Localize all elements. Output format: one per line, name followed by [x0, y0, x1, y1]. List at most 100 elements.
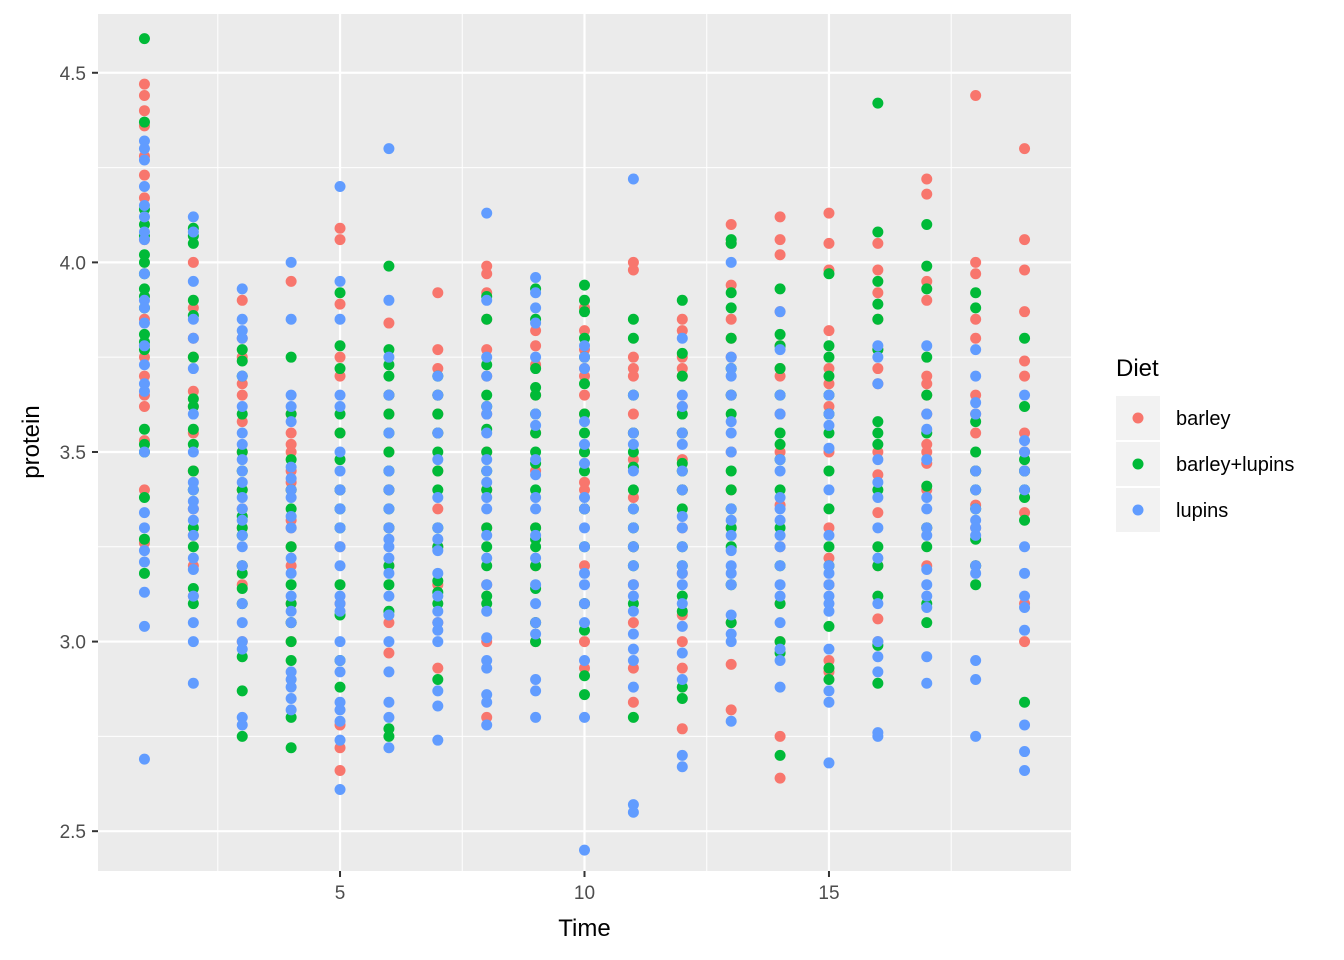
data-point — [187, 582, 199, 594]
data-point — [676, 370, 688, 382]
data-point — [530, 325, 542, 337]
data-point — [823, 237, 835, 249]
data-point — [872, 264, 884, 276]
data-point — [774, 636, 786, 648]
data-point — [627, 579, 639, 591]
data-point — [236, 643, 248, 655]
data-point — [921, 173, 933, 185]
data-point — [334, 287, 346, 299]
data-point — [579, 351, 590, 363]
data-point — [921, 370, 933, 382]
data-point — [481, 454, 493, 466]
data-point — [823, 620, 835, 632]
data-point — [774, 598, 786, 610]
data-point — [285, 636, 297, 648]
data-point — [285, 473, 297, 485]
data-point — [334, 715, 346, 727]
data-point — [383, 742, 395, 754]
data-point — [970, 416, 982, 428]
data-point — [823, 442, 835, 454]
data-point — [1019, 370, 1031, 382]
data-point — [432, 700, 444, 712]
data-point — [138, 328, 150, 340]
data-point — [921, 260, 933, 272]
data-point — [383, 294, 395, 306]
data-point — [823, 643, 835, 655]
y-tick-label: 4.5 — [60, 64, 86, 85]
data-point — [725, 332, 737, 344]
data-point — [579, 446, 590, 458]
data-point — [285, 503, 297, 515]
data-point — [1019, 636, 1031, 648]
data-point — [579, 844, 590, 856]
data-point — [236, 476, 248, 488]
data-point — [481, 370, 493, 382]
data-point — [334, 340, 346, 352]
data-point — [334, 363, 346, 375]
data-point — [285, 408, 297, 420]
data-point — [383, 711, 395, 723]
data-point — [970, 529, 982, 541]
data-point — [823, 268, 835, 280]
data-point — [334, 275, 346, 287]
data-point — [285, 484, 297, 496]
data-point — [627, 522, 639, 534]
data-point — [138, 256, 150, 268]
data-point — [530, 419, 542, 431]
data-point — [138, 484, 150, 496]
data-point — [432, 427, 444, 439]
data-point — [970, 313, 982, 325]
x-tick-label: 5 — [335, 883, 346, 904]
data-point — [481, 446, 493, 458]
data-point — [1019, 601, 1031, 613]
data-point — [872, 351, 884, 363]
data-point — [138, 302, 150, 314]
data-point — [774, 363, 786, 375]
data-point — [872, 666, 884, 678]
data-point — [823, 400, 835, 412]
data-point — [725, 545, 737, 557]
data-point — [138, 234, 150, 246]
data-point — [187, 677, 199, 689]
data-point — [530, 711, 542, 723]
data-point — [334, 598, 346, 610]
data-point — [970, 655, 982, 667]
data-point — [432, 408, 444, 420]
data-point — [285, 389, 297, 401]
data-point — [676, 400, 688, 412]
data-point — [1019, 746, 1031, 758]
data-point — [579, 617, 590, 629]
data-point — [236, 484, 248, 496]
data-point — [921, 564, 933, 576]
data-point — [774, 655, 786, 667]
data-point — [579, 579, 590, 591]
data-point — [774, 730, 786, 742]
data-point — [579, 457, 590, 469]
data-point — [481, 719, 493, 731]
data-point — [774, 541, 786, 553]
data-point — [1019, 427, 1031, 439]
data-point — [627, 560, 639, 572]
data-point — [627, 408, 639, 420]
data-point — [579, 624, 590, 636]
data-point — [579, 560, 590, 572]
data-point — [579, 503, 590, 515]
data-point — [481, 541, 493, 553]
data-point — [627, 806, 639, 818]
data-point — [725, 715, 737, 727]
data-point — [676, 484, 688, 496]
data-point — [481, 655, 493, 667]
data-point — [138, 340, 150, 352]
data-point — [334, 222, 346, 234]
data-point — [432, 662, 444, 674]
data-point — [921, 617, 933, 629]
data-point — [187, 302, 199, 314]
data-point — [823, 419, 835, 431]
data-point — [627, 541, 639, 553]
data-point — [921, 188, 933, 200]
series-lupins — [138, 135, 1031, 856]
data-point — [725, 218, 737, 230]
data-point — [872, 363, 884, 375]
data-point — [774, 579, 786, 591]
data-point — [481, 260, 493, 272]
